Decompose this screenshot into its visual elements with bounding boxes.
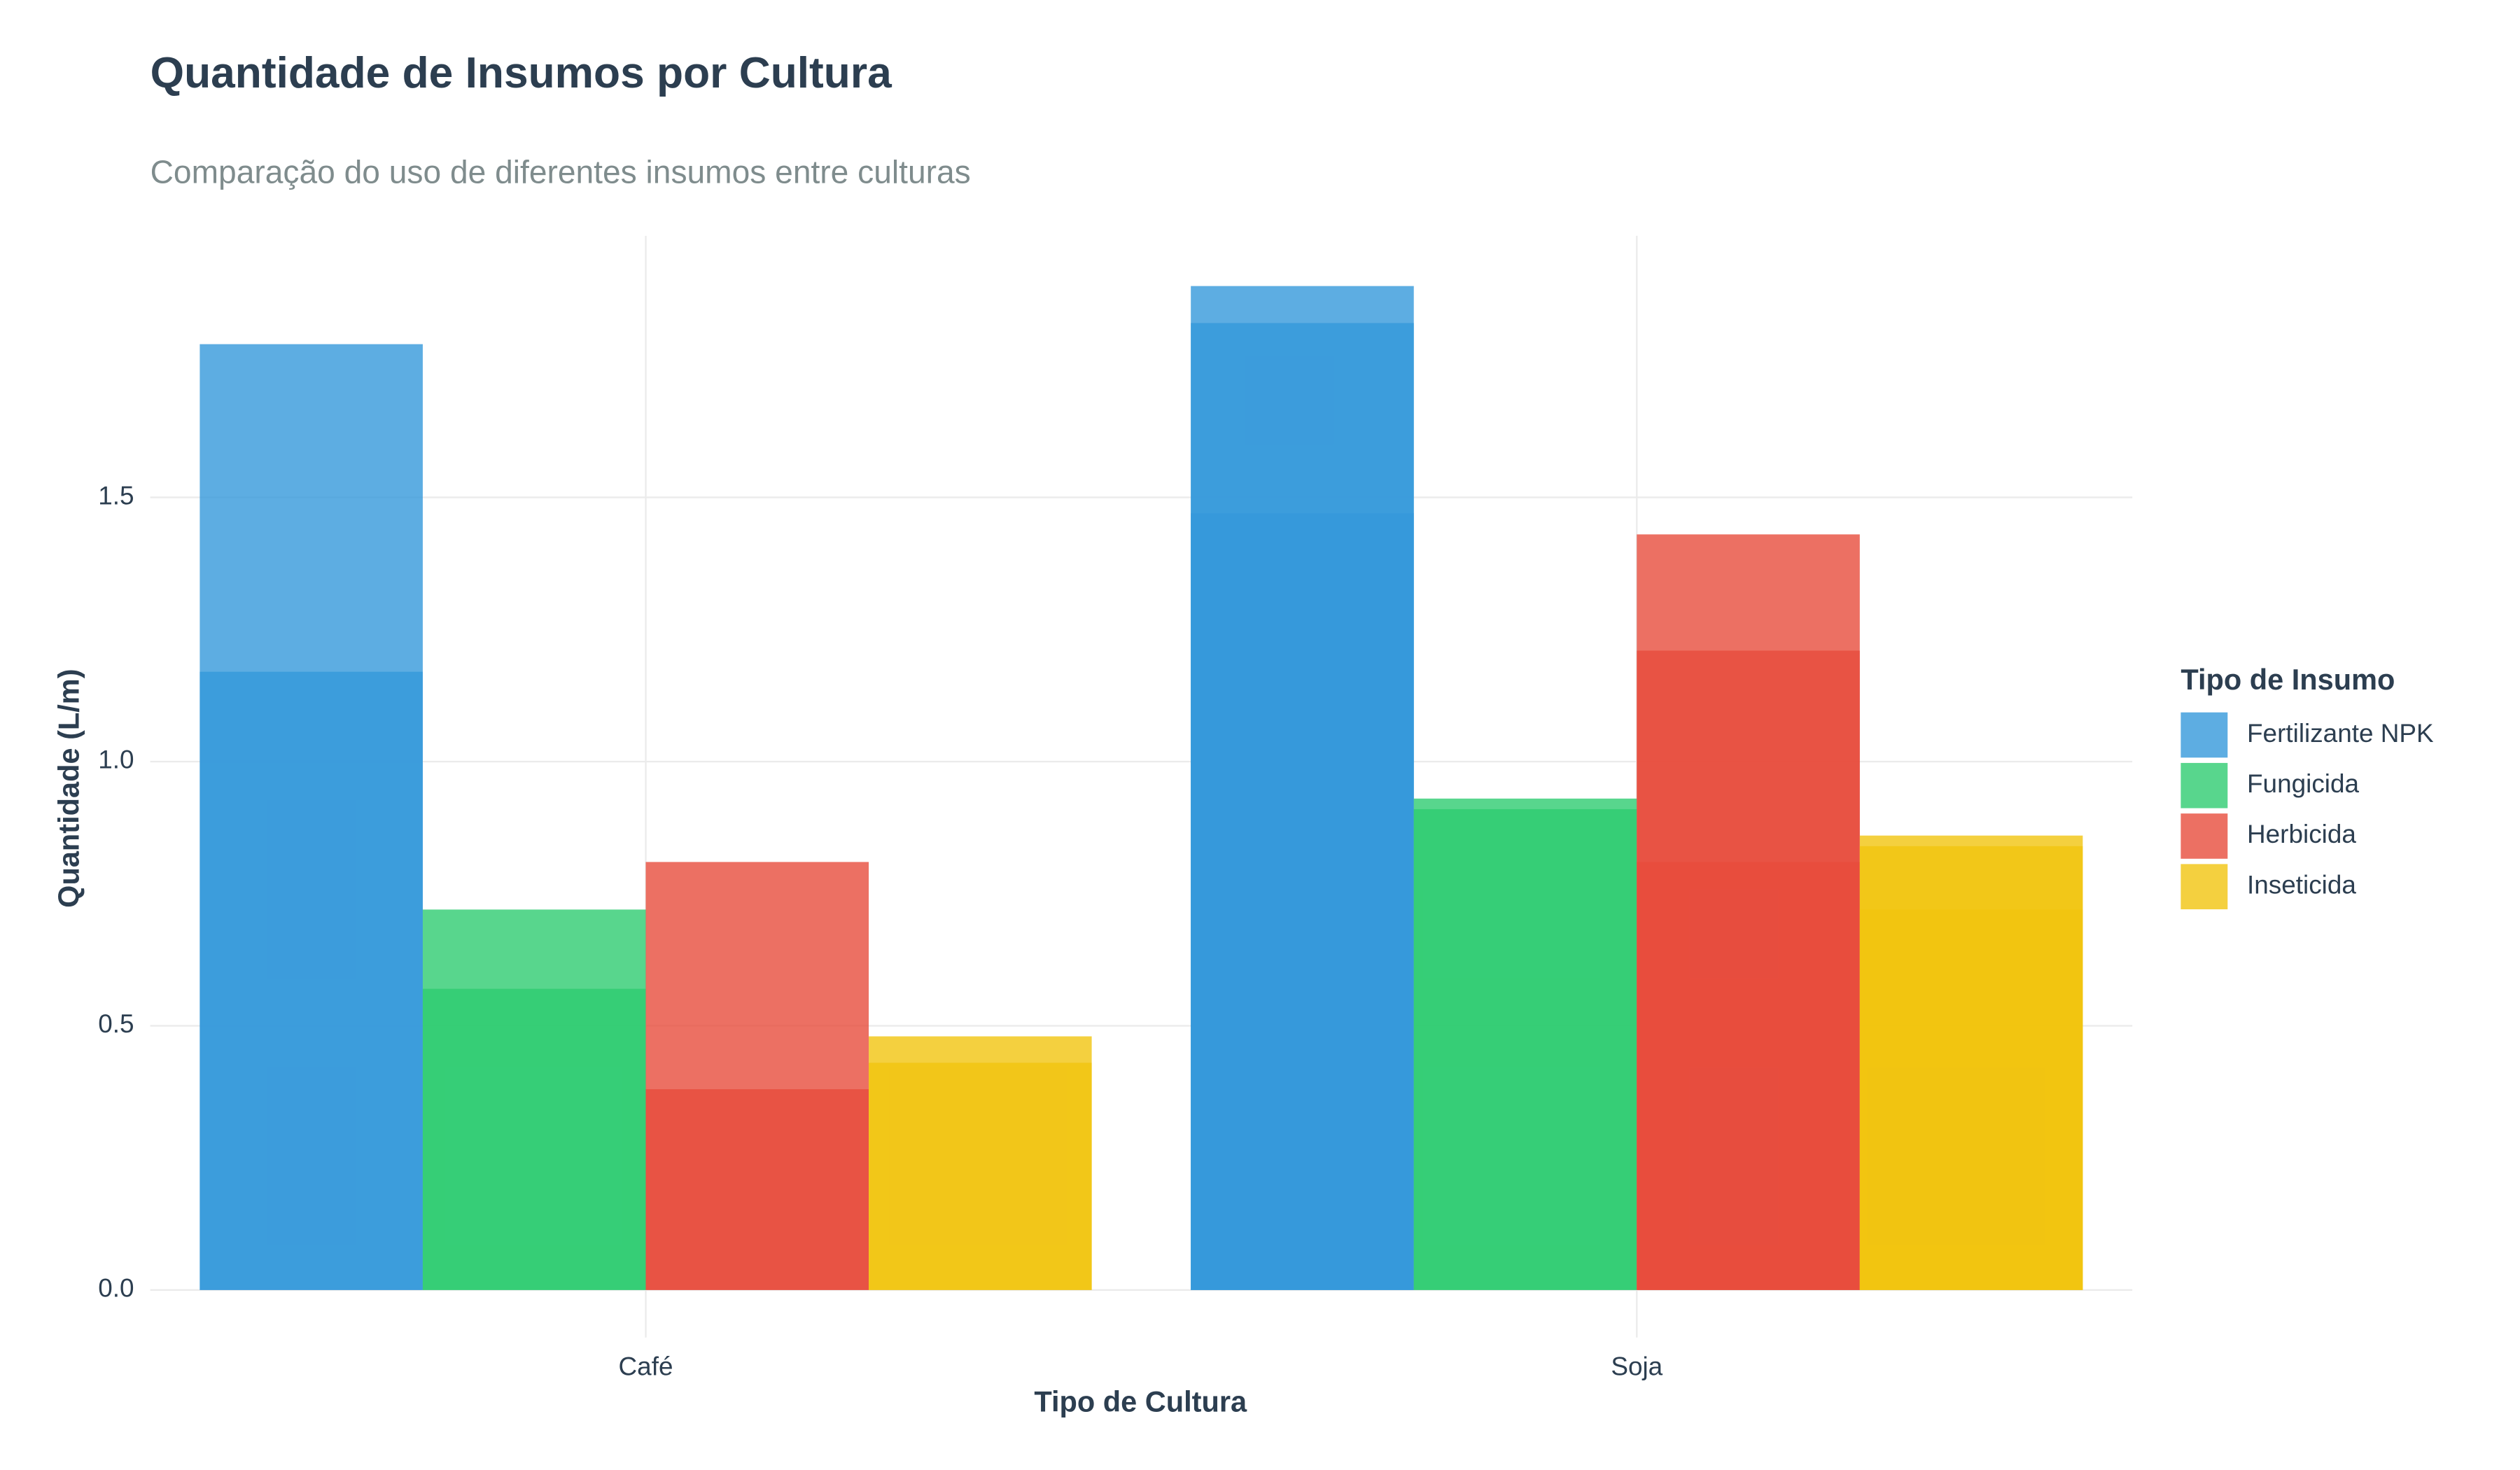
legend-title: Tipo de Insumo [2180,663,2395,696]
legend-swatch [2180,762,2228,808]
bar [645,862,869,1290]
legend-swatch [2180,712,2228,758]
legend-label: Fungicida [2247,769,2359,798]
bar [1859,835,2083,1290]
y-tick-label: 1.0 [98,746,134,774]
legend-label: Herbicida [2247,820,2356,848]
chart-subtitle: Comparação do uso de diferentes insumos … [150,153,971,190]
legend-label: Inseticida [2247,870,2356,899]
bar [200,344,423,1290]
bar [1191,286,1414,1290]
y-tick-label: 1.5 [98,481,134,510]
x-axis-label: Tipo de Cultura [1034,1385,1247,1418]
bar [422,909,646,1290]
y-tick-label: 0.0 [98,1274,134,1303]
legend-swatch [2180,864,2228,909]
chart-title: Quantidade de Insumos por Cultura [150,49,892,97]
x-tick-label: Soja [1611,1352,1662,1380]
bar [1413,798,1637,1290]
bar [869,1036,1092,1290]
y-tick-label: 0.5 [98,1009,134,1038]
y-axis-label: Quantidade (L/m) [52,668,85,907]
bar [1637,534,1860,1290]
legend-label: Fertilizante NPK [2247,719,2434,748]
x-tick-label: Café [619,1352,673,1380]
legend-swatch [2180,813,2228,859]
